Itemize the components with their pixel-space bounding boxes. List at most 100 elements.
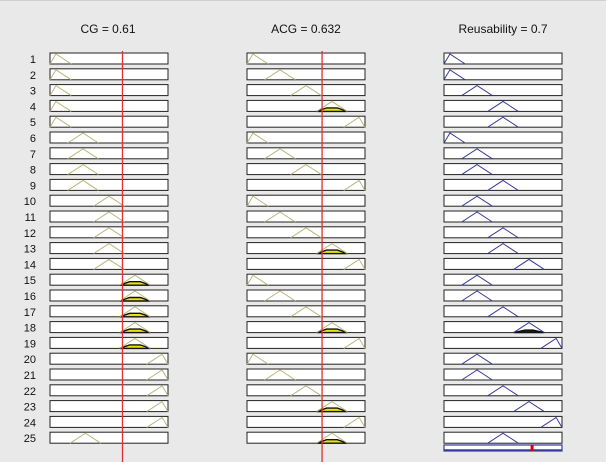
acg-rule-12-box[interactable] — [246, 226, 366, 239]
cg-rule-18-box[interactable] — [49, 321, 169, 334]
rule-number-13[interactable]: 13 — [24, 244, 36, 256]
reusability-rule-15-box[interactable] — [443, 273, 563, 286]
cg-rule-5-box[interactable] — [49, 115, 169, 128]
reusability-rule-12-box[interactable] — [443, 226, 563, 239]
acg-rule-25-box[interactable] — [246, 431, 366, 444]
rule-number-17[interactable]: 17 — [24, 307, 36, 319]
acg-rule-20-box[interactable] — [246, 352, 366, 365]
cg-rule-13-box[interactable] — [49, 242, 169, 255]
reusability-rule-20-box[interactable] — [443, 352, 563, 365]
acg-rule-18-box[interactable] — [246, 321, 366, 334]
rule-number-10[interactable]: 10 — [24, 196, 36, 208]
rule-number-24[interactable]: 24 — [24, 417, 36, 429]
acg-rule-13-box[interactable] — [246, 242, 366, 255]
cg-rule-23-box[interactable] — [49, 400, 169, 413]
acg-rule-11-box[interactable] — [246, 210, 366, 223]
acg-rule-7-box[interactable] — [246, 147, 366, 160]
reusability-rule-19-box[interactable] — [443, 336, 563, 349]
acg-rule-1-box[interactable] — [246, 52, 366, 65]
acg-rule-21-box[interactable] — [246, 368, 366, 381]
reusability-rule-8-box[interactable] — [443, 163, 563, 176]
acg-rule-4-box[interactable] — [246, 99, 366, 112]
reusability-rule-24-box[interactable] — [443, 415, 563, 428]
cg-rule-15-box[interactable] — [49, 273, 169, 286]
acg-rule-19-box[interactable] — [246, 336, 366, 349]
cg-rule-12-box[interactable] — [49, 226, 169, 239]
cg-rule-17-box[interactable] — [49, 305, 169, 318]
reusability-rule-4-box[interactable] — [443, 99, 563, 112]
rule-number-5[interactable]: 5 — [30, 117, 36, 129]
reusability-rule-13-box[interactable] — [443, 242, 563, 255]
reusability-rule-11-box[interactable] — [443, 210, 563, 223]
acg-rule-17-box[interactable] — [246, 305, 366, 318]
cg-rule-19-box[interactable] — [49, 336, 169, 349]
rule-number-19[interactable]: 19 — [24, 338, 36, 350]
rule-number-21[interactable]: 21 — [24, 370, 36, 382]
rule-number-12[interactable]: 12 — [24, 228, 36, 240]
acg-rule-2-box[interactable] — [246, 68, 366, 81]
cg-rule-6-box[interactable] — [49, 131, 169, 144]
rule-number-4[interactable]: 4 — [30, 101, 36, 113]
reusability-rule-23-box[interactable] — [443, 400, 563, 413]
rule-number-22[interactable]: 22 — [24, 386, 36, 398]
cg-rule-3-box[interactable] — [49, 84, 169, 97]
cg-rule-1-box[interactable] — [49, 52, 169, 65]
cg-rule-10-box[interactable] — [49, 194, 169, 207]
cg-rule-14-box[interactable] — [49, 257, 169, 270]
cg-rule-9-box[interactable] — [49, 178, 169, 191]
reusability-rule-5-box[interactable] — [443, 115, 563, 128]
acg-rule-15-box[interactable] — [246, 273, 366, 286]
rule-number-20[interactable]: 20 — [24, 354, 36, 366]
rule-number-3[interactable]: 3 — [30, 86, 36, 98]
reusability-rule-2-box[interactable] — [443, 68, 563, 81]
acg-rule-5-box[interactable] — [246, 115, 366, 128]
reusability-rule-14-box[interactable] — [443, 257, 563, 270]
rule-number-18[interactable]: 18 — [24, 323, 36, 335]
rule-number-2[interactable]: 2 — [30, 70, 36, 82]
rule-number-16[interactable]: 16 — [24, 291, 36, 303]
cg-rule-21-box[interactable] — [49, 368, 169, 381]
reusability-rule-1-box[interactable] — [443, 52, 563, 65]
acg-rule-24-box[interactable] — [246, 415, 366, 428]
reusability-rule-9-box[interactable] — [443, 178, 563, 191]
acg-rule-23-box[interactable] — [246, 400, 366, 413]
rule-number-15[interactable]: 15 — [24, 275, 36, 287]
rule-number-8[interactable]: 8 — [30, 165, 36, 177]
acg-rule-3-box[interactable] — [246, 84, 366, 97]
reusability-aggregate-output[interactable] — [443, 444, 563, 452]
reusability-rule-17-box[interactable] — [443, 305, 563, 318]
cg-rule-20-box[interactable] — [49, 352, 169, 365]
cg-rule-24-box[interactable] — [49, 415, 169, 428]
acg-rule-22-box[interactable] — [246, 384, 366, 397]
rule-number-7[interactable]: 7 — [30, 149, 36, 161]
reusability-rule-18-box[interactable] — [443, 321, 563, 334]
acg-rule-9-box[interactable] — [246, 178, 366, 191]
reusability-rule-3-box[interactable] — [443, 84, 563, 97]
rule-number-23[interactable]: 23 — [24, 402, 36, 414]
reusability-rule-7-box[interactable] — [443, 147, 563, 160]
cg-rule-25-box[interactable] — [49, 431, 169, 444]
cg-rule-8-box[interactable] — [49, 163, 169, 176]
cg-rule-7-box[interactable] — [49, 147, 169, 160]
reusability-rule-10-box[interactable] — [443, 194, 563, 207]
reusability-rule-6-box[interactable] — [443, 131, 563, 144]
cg-rule-22-box[interactable] — [49, 384, 169, 397]
reusability-rule-21-box[interactable] — [443, 368, 563, 381]
rule-number-14[interactable]: 14 — [24, 259, 36, 271]
acg-rule-16-box[interactable] — [246, 289, 366, 302]
acg-rule-10-box[interactable] — [246, 194, 366, 207]
rule-number-25[interactable]: 25 — [24, 433, 36, 445]
rule-number-6[interactable]: 6 — [30, 133, 36, 145]
acg-rule-8-box[interactable] — [246, 163, 366, 176]
cg-rule-16-box[interactable] — [49, 289, 169, 302]
cg-rule-2-box[interactable] — [49, 68, 169, 81]
reusability-rule-16-box[interactable] — [443, 289, 563, 302]
acg-rule-14-box[interactable] — [246, 257, 366, 270]
acg-rule-6-box[interactable] — [246, 131, 366, 144]
rule-number-1[interactable]: 1 — [30, 54, 36, 66]
reusability-rule-25-box[interactable] — [443, 431, 563, 444]
rule-number-11[interactable]: 11 — [25, 212, 36, 224]
reusability-rule-22-box[interactable] — [443, 384, 563, 397]
cg-rule-11-box[interactable] — [49, 210, 169, 223]
